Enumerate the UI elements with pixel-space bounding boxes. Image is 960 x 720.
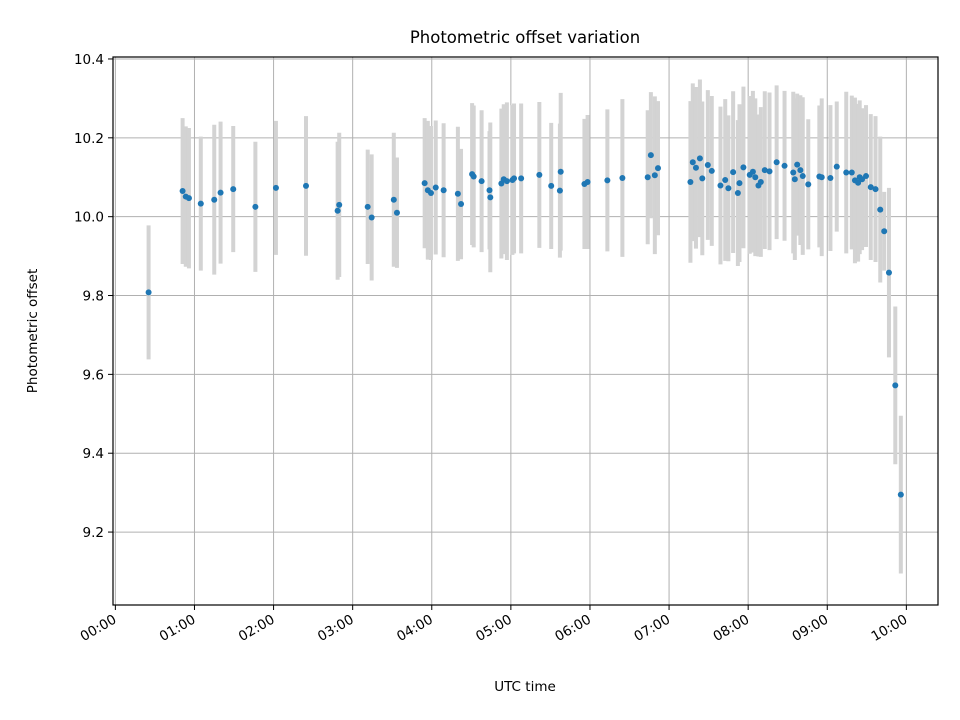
data-point xyxy=(881,228,888,235)
data-point xyxy=(797,167,804,174)
data-point xyxy=(752,174,759,181)
data-point xyxy=(440,187,447,194)
plot-area xyxy=(113,57,938,605)
x-axis-label: UTC time xyxy=(494,679,556,695)
data-point xyxy=(687,178,694,185)
data-point xyxy=(511,175,518,182)
data-point xyxy=(556,187,563,194)
data-point xyxy=(818,174,825,181)
data-point xyxy=(897,491,904,498)
data-point xyxy=(692,164,699,171)
data-point xyxy=(848,169,855,176)
data-point xyxy=(334,207,341,214)
data-point xyxy=(867,184,874,191)
data-point xyxy=(805,181,812,188)
data-point xyxy=(689,159,696,166)
data-point xyxy=(863,173,870,180)
data-point xyxy=(252,203,259,210)
data-point xyxy=(619,175,626,182)
data-point xyxy=(877,206,884,213)
data-point xyxy=(699,175,706,182)
data-point xyxy=(393,209,400,216)
data-point xyxy=(432,184,439,191)
data-point xyxy=(725,185,732,192)
data-point xyxy=(722,177,729,184)
data-point xyxy=(584,178,591,185)
data-point xyxy=(717,182,724,189)
data-point xyxy=(766,168,773,175)
data-point xyxy=(548,182,555,189)
data-point xyxy=(230,186,237,193)
data-point xyxy=(390,196,397,203)
data-point xyxy=(427,190,434,197)
data-point xyxy=(503,178,510,185)
data-point xyxy=(647,152,654,159)
data-point xyxy=(478,178,485,185)
data-point xyxy=(704,162,711,169)
data-point xyxy=(734,190,741,197)
data-point xyxy=(368,214,375,221)
data-point xyxy=(833,163,840,170)
y-tick-label: 10.0 xyxy=(74,210,104,226)
data-point xyxy=(470,173,477,180)
data-point xyxy=(557,168,564,175)
data-point xyxy=(872,186,879,193)
data-point xyxy=(855,179,862,186)
data-point xyxy=(421,180,428,187)
data-point xyxy=(799,173,806,180)
data-point xyxy=(730,169,737,176)
y-tick-label: 9.6 xyxy=(83,367,104,383)
data-point xyxy=(185,195,192,202)
data-point xyxy=(827,175,834,182)
data-point xyxy=(781,162,788,169)
data-point xyxy=(336,201,343,208)
data-point xyxy=(604,177,611,184)
data-point xyxy=(217,189,224,196)
data-point xyxy=(211,196,218,203)
data-point xyxy=(644,174,651,181)
data-point xyxy=(736,180,743,187)
data-points xyxy=(145,152,904,498)
y-tick-label: 9.4 xyxy=(83,446,104,462)
data-point xyxy=(454,190,461,197)
data-point xyxy=(791,176,798,183)
data-point xyxy=(749,168,756,175)
data-point xyxy=(364,203,371,210)
data-point xyxy=(843,169,850,176)
data-point xyxy=(892,382,899,389)
data-point xyxy=(708,167,715,174)
data-point xyxy=(536,171,543,178)
data-point xyxy=(773,159,780,166)
y-tick-label: 9.8 xyxy=(83,289,104,305)
y-axis-ticks: 9.2 9.4 9.6 9.8 10.0 10.2 10.4 xyxy=(74,52,113,541)
plot-frame xyxy=(112,56,939,606)
y-tick-label: 10.2 xyxy=(74,131,104,147)
data-point xyxy=(790,169,797,176)
data-point xyxy=(487,194,494,201)
data-point xyxy=(885,269,892,276)
data-point xyxy=(272,184,279,191)
y-tick-label: 10.4 xyxy=(74,52,104,68)
data-point xyxy=(458,201,465,208)
y-tick-label: 9.2 xyxy=(83,525,104,541)
data-point xyxy=(654,165,661,172)
data-point xyxy=(757,178,764,185)
data-point xyxy=(179,188,186,195)
data-point xyxy=(696,155,703,162)
data-point xyxy=(740,164,747,171)
data-point xyxy=(761,167,768,174)
data-point xyxy=(486,187,493,194)
data-point xyxy=(197,200,204,207)
data-point xyxy=(794,161,801,168)
data-point xyxy=(145,289,152,296)
data-point xyxy=(303,182,310,189)
data-point xyxy=(518,175,525,182)
chart-title: Photometric offset variation xyxy=(410,28,640,47)
y-axis-label: Photometric offset xyxy=(25,269,41,393)
data-point xyxy=(651,172,658,179)
